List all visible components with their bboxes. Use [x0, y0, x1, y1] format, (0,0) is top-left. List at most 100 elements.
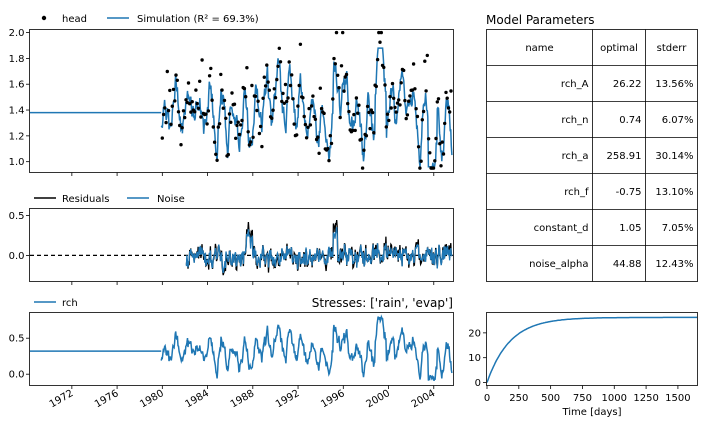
head-observation-point [239, 123, 243, 127]
head-observation-point [267, 88, 271, 92]
head-observation-point [211, 125, 215, 129]
head-observation-point [333, 62, 337, 66]
step-response-x-tick-label: 250 [509, 393, 528, 404]
head-observation-point [343, 75, 347, 79]
table-cell: 30.14% [655, 151, 693, 162]
head-observation-point [426, 137, 431, 141]
head-observation-point [295, 133, 299, 137]
head-observation-point [272, 87, 276, 91]
head-observation-point [183, 115, 187, 120]
table-cell: 26.22 [613, 79, 642, 90]
head-observation-point [234, 136, 238, 140]
head-observation-point [222, 98, 227, 103]
head-observation-point [165, 69, 169, 74]
head-observation-point [329, 141, 334, 146]
head-observation-point [354, 96, 359, 100]
noise-line [185, 227, 453, 274]
head-observation-point [346, 101, 350, 106]
head-observation-point [356, 111, 360, 115]
table-cell: 6.07% [662, 115, 694, 126]
head-observation-point [407, 99, 411, 103]
head-observation-point [166, 108, 171, 113]
head-observation-point [287, 60, 291, 64]
head-observation-point [163, 106, 167, 110]
head-observation-point [175, 78, 179, 83]
residuals-y-axis: 0.0 0.5 [9, 211, 30, 262]
head-observation-point [226, 152, 230, 157]
head-observation-point [160, 136, 164, 140]
head-observation-point [369, 108, 373, 112]
head-y-tick-label: 1.2 [9, 131, 25, 142]
contribution-y-axis: 0.5 0.0 [9, 334, 30, 381]
head-observation-point [216, 125, 220, 129]
legend-rch-label: rch [62, 298, 78, 309]
head-observation-point [174, 73, 178, 77]
head-observation-point [280, 99, 284, 104]
head-observation-point [273, 96, 278, 100]
head-observation-point [397, 98, 401, 102]
head-observation-point [387, 118, 391, 123]
residuals-legend: Residuals Noise [34, 194, 185, 205]
head-observation-point [402, 68, 406, 73]
head-observation-point [249, 140, 253, 144]
head-observation-point [410, 88, 415, 92]
head-observation-point [236, 120, 240, 124]
head-observation-point [270, 116, 274, 121]
head-observation-point [186, 81, 191, 85]
head-observation-point [214, 152, 218, 156]
head-observation-point [370, 110, 375, 115]
head-observation-point [415, 114, 420, 119]
head-observation-point [337, 86, 341, 90]
head-observation-point [342, 89, 346, 93]
head-observation-point [388, 95, 392, 99]
table-cell: 258.91 [607, 151, 642, 162]
head-plot-content [30, 30, 453, 170]
table-border [486, 29, 698, 282]
head-observation-point [336, 73, 340, 78]
head-observation-point [168, 88, 172, 93]
head-observation-point [392, 96, 396, 101]
head-observation-point [251, 135, 255, 139]
head-observation-point [420, 118, 424, 122]
head-observation-point [242, 86, 247, 91]
head-observation-point [217, 122, 222, 126]
contribution-plot-content [30, 314, 453, 382]
head-observation-point [439, 164, 443, 168]
head-observation-point [418, 166, 422, 170]
residuals-plot-content [30, 220, 453, 276]
head-observation-point [383, 83, 387, 87]
head-observation-point [411, 62, 416, 66]
head-observation-point [199, 115, 203, 119]
head-observation-point [377, 30, 381, 35]
contribution-legend: rch [34, 298, 78, 309]
legend-head-marker [41, 15, 47, 21]
contribution-x-axis: 1972 1976 1980 1984 1988 1992 1996 2000 2004 [48, 385, 437, 410]
contribution-panel: 0.5 0.0 1972 1976 1980 1984 1988 1992 1996 2000 2… [9, 296, 454, 410]
parameters-grid: name optimal stderr rch_A 26.22 13.56% rch_n 0.… [486, 29, 698, 282]
head-observation-point [322, 111, 326, 116]
head-observation-point [399, 81, 403, 85]
head-observation-point [441, 152, 446, 156]
head-observation-point [379, 30, 383, 35]
head-observation-point [416, 145, 421, 149]
head-observation-point [195, 101, 199, 106]
head-observation-point [414, 107, 418, 111]
head-observation-point [328, 134, 332, 138]
head-observation-point [265, 63, 269, 67]
contribution-y-tick-label: 0.5 [9, 334, 25, 345]
table-cell: rch_f [564, 187, 589, 198]
head-observation-point [308, 123, 313, 127]
head-observation-point [190, 100, 194, 104]
head-x-ticks [71, 172, 435, 176]
head-observation-point [438, 142, 442, 146]
head-y-tick-label: 1.0 [9, 157, 25, 168]
head-observation-point [230, 91, 234, 95]
head-y-tick-label: 1.8 [9, 54, 25, 65]
step-response-x-tick-label: 1000 [602, 393, 627, 404]
head-plot-frame [29, 29, 454, 173]
head-observation-point [419, 159, 423, 163]
head-observation-point [425, 53, 429, 58]
head-observation-point [204, 112, 208, 116]
contribution-x-tick-label: 1984 [184, 388, 212, 410]
table-cell: 13.10% [655, 187, 693, 198]
